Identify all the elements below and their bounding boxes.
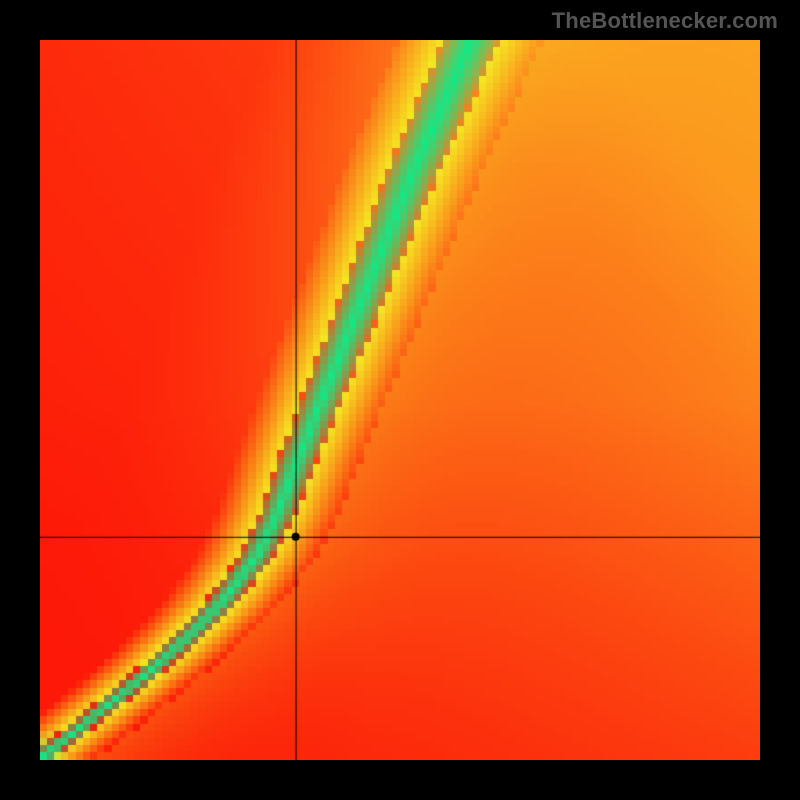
watermark-text: TheBottlenecker.com [552,8,778,34]
heatmap-plot [40,40,760,760]
chart-container: TheBottlenecker.com [0,0,800,800]
heatmap-canvas [40,40,760,760]
